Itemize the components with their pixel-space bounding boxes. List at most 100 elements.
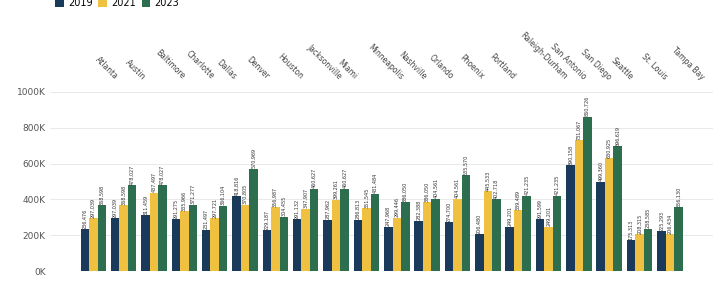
Bar xyxy=(263,230,271,271)
Bar xyxy=(575,140,583,271)
Legend: 2019, 2021, 2023: 2019, 2021, 2023 xyxy=(55,0,179,9)
Bar xyxy=(492,199,500,271)
Bar xyxy=(323,219,332,271)
Text: 431,484: 431,484 xyxy=(372,173,377,194)
Bar xyxy=(81,229,89,271)
Bar xyxy=(219,206,228,271)
Text: 208,315: 208,315 xyxy=(637,213,642,234)
Bar xyxy=(141,215,150,271)
Bar xyxy=(362,208,371,271)
Text: 535,570: 535,570 xyxy=(464,155,469,175)
Text: 236,476: 236,476 xyxy=(82,208,87,229)
Bar xyxy=(657,231,666,271)
Text: 291,132: 291,132 xyxy=(294,199,300,219)
Text: 249,201: 249,201 xyxy=(507,206,512,226)
Bar xyxy=(120,205,128,271)
Bar xyxy=(384,227,392,271)
Bar xyxy=(484,191,492,271)
Bar xyxy=(445,222,453,271)
Bar xyxy=(97,205,106,271)
Bar xyxy=(89,218,97,271)
Bar xyxy=(644,229,652,271)
Bar xyxy=(271,207,279,271)
Bar xyxy=(279,217,288,271)
Text: 418,816: 418,816 xyxy=(234,176,239,196)
Bar xyxy=(544,227,553,271)
Text: 366,104: 366,104 xyxy=(220,185,225,205)
Text: 421,235: 421,235 xyxy=(524,175,529,195)
Bar xyxy=(371,194,379,271)
Text: 421,235: 421,235 xyxy=(554,175,559,195)
Bar xyxy=(605,158,613,271)
Text: 386,050: 386,050 xyxy=(425,181,430,201)
Text: 590,158: 590,158 xyxy=(568,145,573,165)
Text: 238,585: 238,585 xyxy=(646,208,651,228)
Text: 282,388: 282,388 xyxy=(416,200,421,220)
Bar xyxy=(202,230,210,271)
Text: 339,489: 339,489 xyxy=(516,190,521,210)
Bar xyxy=(613,146,622,271)
Text: 247,968: 247,968 xyxy=(386,206,391,227)
Bar xyxy=(431,199,440,271)
Text: 297,039: 297,039 xyxy=(91,198,96,218)
Bar xyxy=(462,175,470,271)
Bar xyxy=(666,234,674,271)
Text: 297,721: 297,721 xyxy=(212,197,217,217)
Text: 299,446: 299,446 xyxy=(395,197,400,217)
Text: 311,459: 311,459 xyxy=(143,195,148,215)
Text: 231,497: 231,497 xyxy=(204,209,209,230)
Bar xyxy=(249,169,258,271)
Bar xyxy=(401,202,410,271)
Bar xyxy=(596,182,605,271)
Text: 404,561: 404,561 xyxy=(433,178,438,198)
Bar xyxy=(150,193,158,271)
Text: 371,277: 371,277 xyxy=(190,184,195,204)
Text: 860,726: 860,726 xyxy=(585,96,590,116)
Text: 368,598: 368,598 xyxy=(99,185,104,205)
Text: 630,925: 630,925 xyxy=(607,137,612,158)
Bar xyxy=(453,199,462,271)
Text: 291,599: 291,599 xyxy=(538,199,543,219)
Text: 206,434: 206,434 xyxy=(667,214,672,234)
Bar xyxy=(475,234,484,271)
Bar xyxy=(111,218,120,271)
Bar xyxy=(189,205,197,271)
Text: 386,050: 386,050 xyxy=(402,181,408,201)
Bar xyxy=(536,219,544,271)
Text: 478,027: 478,027 xyxy=(130,165,135,185)
Bar xyxy=(635,234,644,271)
Bar xyxy=(505,227,514,271)
Text: 356,130: 356,130 xyxy=(676,187,681,207)
Text: 368,598: 368,598 xyxy=(121,185,126,205)
Text: 399,261: 399,261 xyxy=(333,179,338,199)
Text: 206,480: 206,480 xyxy=(477,214,482,234)
Bar xyxy=(553,196,562,271)
Text: 437,497: 437,497 xyxy=(151,172,156,192)
Text: 460,627: 460,627 xyxy=(312,168,317,188)
Text: 249,201: 249,201 xyxy=(546,206,551,226)
Bar xyxy=(128,186,136,271)
Bar xyxy=(310,189,318,271)
Bar xyxy=(392,217,401,271)
Text: 356,987: 356,987 xyxy=(273,187,278,207)
Bar xyxy=(332,200,341,271)
Bar xyxy=(627,240,635,271)
Text: 570,969: 570,969 xyxy=(251,148,256,168)
Bar xyxy=(354,220,362,271)
Text: 347,907: 347,907 xyxy=(303,189,308,209)
Bar xyxy=(341,189,348,271)
Bar xyxy=(158,186,167,271)
Bar xyxy=(583,117,592,271)
Text: 335,966: 335,966 xyxy=(182,191,186,211)
Text: 404,561: 404,561 xyxy=(455,178,460,198)
Text: 731,067: 731,067 xyxy=(577,119,581,140)
Bar xyxy=(302,209,310,271)
Text: 225,293: 225,293 xyxy=(659,210,664,230)
Bar xyxy=(210,218,219,271)
Text: 287,962: 287,962 xyxy=(325,199,330,219)
Text: 402,718: 402,718 xyxy=(494,178,499,199)
Text: 370,805: 370,805 xyxy=(243,184,248,204)
Text: 351,545: 351,545 xyxy=(364,188,369,208)
Text: 297,039: 297,039 xyxy=(112,198,117,218)
Text: 478,027: 478,027 xyxy=(160,165,165,185)
